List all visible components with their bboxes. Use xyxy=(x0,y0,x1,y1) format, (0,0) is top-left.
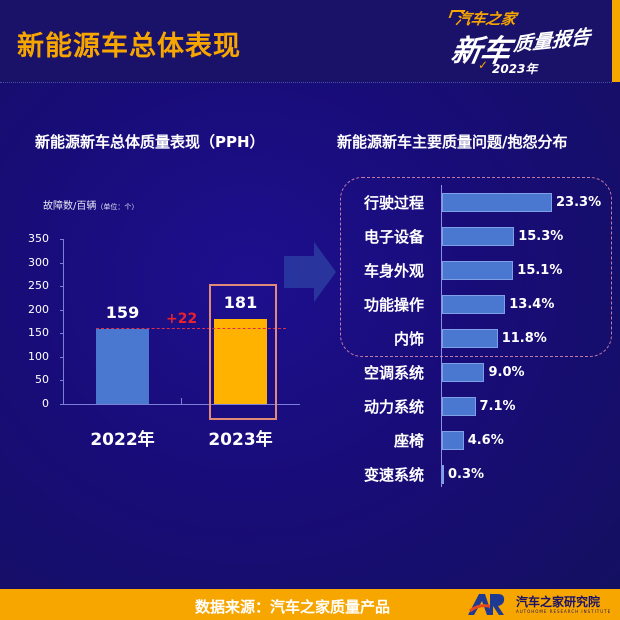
y-axis xyxy=(63,240,64,404)
issue-value: 11.8% xyxy=(501,331,547,346)
right-arrow-icon xyxy=(284,242,336,302)
issue-value: 9.0% xyxy=(488,365,525,380)
unit-label-main: 故障数/百辆 xyxy=(43,201,97,212)
y-tick-label: 350 xyxy=(28,232,49,245)
issue-bar xyxy=(442,227,515,246)
issue-value: 7.1% xyxy=(479,399,516,414)
page-title: 新能源车总体表现 xyxy=(17,31,241,62)
header-bar xyxy=(0,0,620,82)
y-tick-mark xyxy=(60,239,64,240)
issue-label: 内饰 xyxy=(393,330,424,348)
y-tick-mark xyxy=(60,333,64,335)
header-divider xyxy=(0,82,612,83)
issue-bar xyxy=(442,295,506,314)
y-tick-mark xyxy=(60,286,64,288)
issue-bar xyxy=(442,397,476,416)
report-logo: 汽车之家 新车 质量报告 ✓ 2023年 xyxy=(448,4,608,80)
y-tick-label: 50 xyxy=(35,373,49,387)
issue-value: 4.6% xyxy=(467,433,504,448)
issue-label: 座椅 xyxy=(393,432,424,450)
x-category-label: 2022年 xyxy=(90,430,155,450)
highlight-box-2023 xyxy=(209,284,277,420)
bar-value-label: 159 xyxy=(105,303,140,323)
x-axis xyxy=(63,404,300,405)
issue-label: 动力系统 xyxy=(363,398,424,416)
left-chart-title: 新能源新车总体质量表现（PPH） xyxy=(35,133,265,151)
bar-value-label: 181 xyxy=(223,292,258,312)
issue-value: 23.3% xyxy=(556,195,602,210)
issue-bar xyxy=(442,261,514,280)
issue-value: 13.4% xyxy=(509,297,555,312)
header-accent-strip xyxy=(612,0,620,82)
issue-bar xyxy=(442,431,464,450)
y-tick-mark xyxy=(60,262,64,264)
issue-label: 功能操作 xyxy=(363,296,424,314)
y-tick-label: 200 xyxy=(28,302,49,316)
y-tick-label: 250 xyxy=(28,279,49,293)
issue-bar xyxy=(442,193,552,212)
ar-logo-icon xyxy=(468,594,505,615)
right-chart-title: 新能源新车主要质量问题/抱怨分布 xyxy=(337,133,568,151)
org-name: 汽车之家研究院 xyxy=(516,595,601,609)
issue-label: 车身外观 xyxy=(363,262,424,280)
top-issues-dashed-group xyxy=(340,177,612,357)
footer-bar xyxy=(0,589,620,620)
issue-value: 15.3% xyxy=(518,229,564,244)
hbar-axis xyxy=(441,185,442,487)
issue-label: 电子设备 xyxy=(363,228,424,246)
org-name-en: AUTOHOME RESEARCH INSTITUTE xyxy=(516,609,612,614)
logo-check-icon: ✓ xyxy=(478,58,489,72)
data-source: 数据来源：汽车之家质量产品 xyxy=(195,598,391,616)
reference-dashed-line xyxy=(96,328,286,329)
y-tick-mark xyxy=(60,356,64,358)
bar-2022年 xyxy=(96,329,149,404)
unit-label-note: （单位：个） xyxy=(96,203,139,211)
y-tick-label: 100 xyxy=(28,349,49,363)
y-tick-mark xyxy=(60,380,64,382)
x-category-label: 2023年 xyxy=(208,430,273,450)
issue-bar xyxy=(442,465,444,484)
y-axis-unit-label: 故障数/百辆（单位：个） xyxy=(43,197,138,212)
bar-2023年 xyxy=(214,318,267,404)
y-tick-label: 300 xyxy=(28,255,49,269)
logo-sub-text: 质量报告 xyxy=(512,26,592,56)
difference-label: +22 xyxy=(166,311,198,327)
issue-bar xyxy=(442,329,498,348)
y-tick-label: 0 xyxy=(42,397,49,410)
y-tick-label: 150 xyxy=(28,326,49,340)
y-tick-mark xyxy=(60,309,64,311)
issue-label: 行驶过程 xyxy=(363,194,424,212)
y-tick-mark xyxy=(60,404,64,405)
issue-bar xyxy=(442,363,485,382)
issue-label: 空调系统 xyxy=(363,364,424,382)
issue-value: 0.3% xyxy=(448,467,485,482)
x-axis-tick xyxy=(181,398,182,404)
logo-year: 2023年 xyxy=(492,62,538,76)
issue-label: 变速系统 xyxy=(363,466,424,484)
issue-value: 15.1% xyxy=(517,263,563,278)
